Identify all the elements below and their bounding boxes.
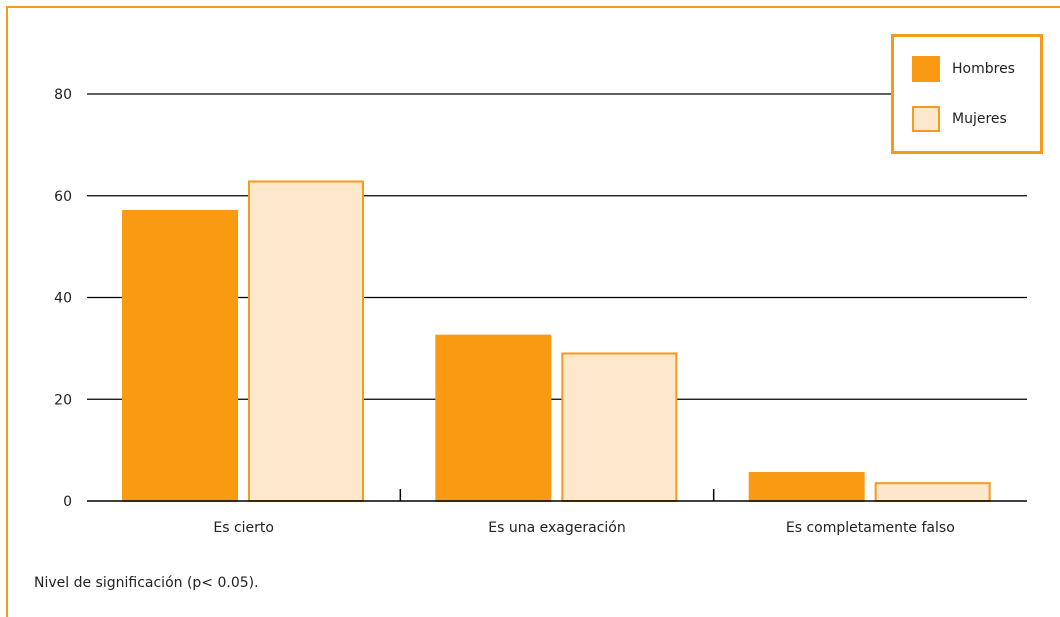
bar-mujeres-3	[874, 482, 991, 503]
footnote: Nivel de significación (p< 0.05).	[34, 575, 259, 591]
legend-swatch-mujeres	[912, 106, 940, 132]
y-tick-label-40: 40	[54, 291, 72, 307]
bar-mujeres-1	[248, 180, 364, 502]
frame-left-border	[6, 6, 8, 617]
legend: Hombres Mujeres	[891, 34, 1043, 154]
axis-labels: 0 20 40 60 80 Es cierto Es una exageración Es c…	[54, 87, 955, 536]
y-tick-label-80: 80	[54, 87, 72, 103]
bar-hombres-2	[435, 334, 552, 502]
bar-mujeres-2	[561, 352, 678, 502]
axes	[87, 489, 1027, 502]
x-tick-label-2: Es una exageración	[488, 520, 625, 536]
y-tick-label-0: 0	[63, 494, 72, 510]
legend-item-mujeres: Mujeres	[912, 105, 1007, 133]
legend-item-hombres: Hombres	[912, 55, 1015, 83]
x-tick-label-3: Es completamente falso	[786, 520, 955, 536]
x-tick-label-1: Es cierto	[213, 520, 274, 536]
legend-label-mujeres: Mujeres	[952, 111, 1007, 127]
legend-swatch-hombres	[912, 56, 940, 82]
bar-hombres-3	[748, 472, 865, 502]
bar-hombres-1	[122, 210, 238, 502]
grid-lines	[87, 93, 1027, 400]
legend-label-hombres: Hombres	[952, 61, 1015, 77]
frame-top-border	[6, 6, 1060, 8]
y-tick-label-60: 60	[54, 189, 72, 205]
y-tick-label-20: 20	[54, 392, 72, 408]
bars	[122, 180, 991, 503]
